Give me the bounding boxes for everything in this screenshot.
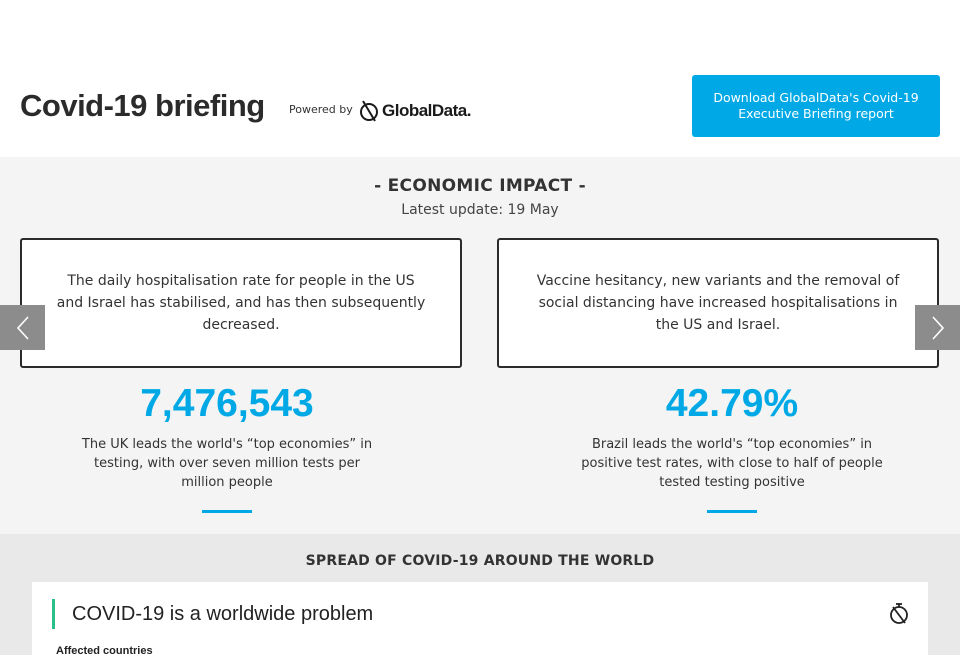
chevron-right-icon — [931, 315, 944, 340]
embed-title: COVID-19 is a worldwide problem — [72, 603, 374, 625]
globaldata-logo-icon — [360, 100, 378, 122]
spread-section: SPREAD OF COVID-19 AROUND THE WORLD COVI… — [0, 534, 960, 655]
insight-card-text: Vaccine hesitancy, new variants and the … — [536, 273, 900, 333]
stat-value: 7,476,543 — [140, 382, 314, 425]
stat-value: 42.79% — [665, 382, 799, 425]
carousel-prev-button[interactable] — [0, 305, 45, 350]
page-title: Covid-19 briefing — [20, 88, 265, 123]
brand-name: GlobalData. — [382, 100, 471, 120]
chevron-left-icon — [16, 315, 29, 340]
stat-underline — [707, 510, 757, 513]
globaldata-logo[interactable]: GlobalData. — [359, 99, 471, 122]
insight-card-text: The daily hospitalisation rate for peopl… — [56, 273, 426, 333]
section-title: - ECONOMIC IMPACT - — [374, 176, 586, 196]
powered-by-label: Powered by — [289, 103, 353, 116]
stat-underline — [202, 510, 252, 513]
stat-description: Brazil leads the world's “top economies”… — [581, 437, 883, 490]
page-header: Covid-19 briefing Powered by GlobalData.… — [0, 0, 960, 157]
stat-description: The UK leads the world's “top economies”… — [81, 437, 373, 490]
carousel-next-button[interactable] — [915, 305, 960, 350]
embed-subtitle: Affected countries — [56, 645, 153, 655]
embed-accent-bar — [52, 599, 55, 629]
section-title: SPREAD OF COVID-19 AROUND THE WORLD — [305, 553, 655, 569]
latest-update: Latest update: 19 May — [401, 202, 559, 218]
embedded-chart[interactable]: COVID-19 is a worldwide problem Affected… — [32, 582, 928, 655]
insight-card: The daily hospitalisation rate for peopl… — [20, 238, 462, 368]
timer-icon[interactable] — [888, 602, 910, 626]
insight-card: Vaccine hesitancy, new variants and the … — [497, 238, 939, 368]
download-report-button[interactable]: Download GlobalData's Covid-19 Executive… — [692, 75, 940, 137]
economic-impact-section: - ECONOMIC IMPACT - Latest update: 19 Ma… — [0, 157, 960, 534]
